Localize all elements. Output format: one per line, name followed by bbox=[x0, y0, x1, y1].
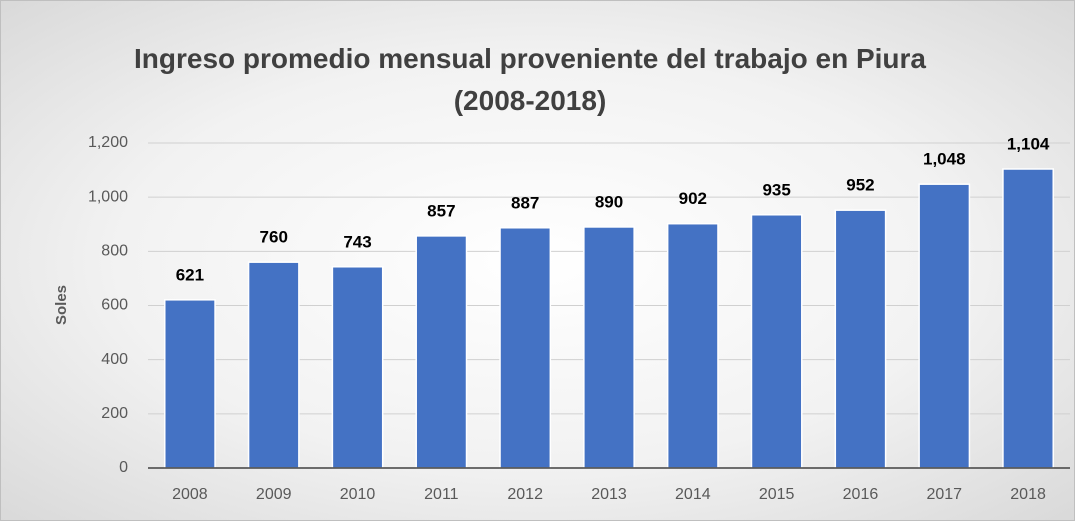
bar bbox=[499, 227, 552, 469]
bar bbox=[1002, 168, 1054, 469]
x-tick-label: 2008 bbox=[172, 486, 208, 503]
bar bbox=[750, 214, 803, 469]
data-label: 743 bbox=[343, 232, 371, 251]
y-tick-label: 600 bbox=[101, 297, 128, 314]
x-tick-label: 2012 bbox=[507, 486, 543, 503]
x-tick-label: 2014 bbox=[675, 486, 711, 503]
data-label: 887 bbox=[511, 193, 539, 212]
bar bbox=[834, 209, 887, 469]
x-tick-label: 2013 bbox=[591, 486, 627, 503]
data-label: 890 bbox=[595, 192, 623, 211]
x-tick-label: 2015 bbox=[759, 486, 795, 503]
data-label: 952 bbox=[846, 176, 874, 195]
data-label: 1,048 bbox=[923, 150, 966, 169]
x-tick-label: 2016 bbox=[843, 486, 879, 503]
y-tick-label: 800 bbox=[101, 243, 128, 260]
bar bbox=[415, 235, 468, 469]
y-tick-label: 200 bbox=[101, 405, 128, 422]
x-tick-label: 2018 bbox=[1010, 486, 1046, 503]
y-tick-label: 1,200 bbox=[88, 134, 128, 151]
y-tick-label: 400 bbox=[101, 351, 128, 368]
data-label: 857 bbox=[427, 201, 455, 220]
x-tick-label: 2010 bbox=[340, 486, 376, 503]
data-label: 1,104 bbox=[1007, 134, 1050, 153]
x-tick-label: 2011 bbox=[424, 486, 459, 503]
x-tick-label: 2009 bbox=[256, 486, 292, 503]
x-tick-label: 2017 bbox=[926, 486, 962, 503]
data-label: 902 bbox=[679, 189, 707, 208]
y-tick-label: 0 bbox=[119, 459, 128, 476]
y-tick-label: 1,000 bbox=[88, 188, 128, 205]
bar bbox=[583, 226, 635, 469]
bar bbox=[331, 266, 384, 469]
bar bbox=[666, 222, 719, 469]
chart-title: Ingreso promedio mensual proveniente del… bbox=[134, 43, 926, 116]
data-label: 935 bbox=[762, 180, 790, 199]
bar bbox=[918, 183, 971, 469]
y-axis-label: Soles bbox=[53, 285, 70, 325]
data-label: 621 bbox=[176, 265, 204, 284]
bar bbox=[164, 299, 216, 469]
bar bbox=[247, 261, 300, 469]
data-label: 760 bbox=[260, 228, 288, 247]
